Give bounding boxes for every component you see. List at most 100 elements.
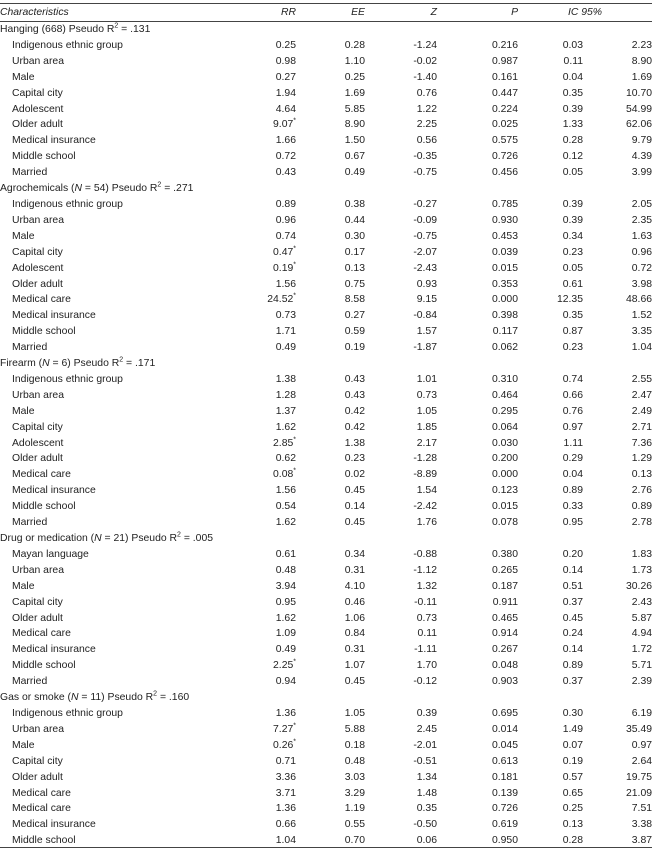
row-label: Medical insurance <box>12 485 96 497</box>
row-label: Middle school <box>12 660 76 672</box>
row-label: Male <box>12 580 35 592</box>
table-row: Married 0.49 0.19 -1.87 0.062 0.23 1.04 <box>0 340 652 356</box>
p-cell: 0.619 <box>491 819 518 831</box>
row-label: Older adult <box>12 119 63 131</box>
rr-value: 0.47 <box>273 246 294 258</box>
rr-cell: 1.62 <box>233 515 296 531</box>
p-cell: 0.398 <box>491 310 518 322</box>
table-row: Medical insurance 0.66 0.55 -0.50 0.619 0.13 3… <box>0 817 652 833</box>
z-cell: 1.76 <box>416 517 437 529</box>
ic-lower-cell: 0.33 <box>562 501 583 513</box>
rr-value: 1.38 <box>275 373 296 385</box>
p-cell: 0.950 <box>491 835 518 847</box>
table-row: Middle school 1.71 0.59 1.57 0.117 0.87 3.35 <box>0 324 652 340</box>
row-label: Medical care <box>12 294 71 306</box>
rr-value: 0.89 <box>275 198 296 210</box>
ic-lower-cell: 0.89 <box>562 660 583 672</box>
rr-cell: 24.52* <box>233 292 296 308</box>
group-title-superscript: 2 <box>153 690 158 698</box>
table-row: Capital city 0.95 0.46 -0.11 0.911 0.37 2.43 <box>0 595 652 611</box>
table-row: Older adult 1.56 0.75 0.93 0.353 0.61 3.98 <box>0 277 652 293</box>
ee-cell: 0.31 <box>344 564 365 576</box>
significance-marker: * <box>293 245 296 253</box>
row-label: Older adult <box>12 278 63 290</box>
table-row: Indigenous ethnic group 0.25 0.28 -1.24 0.21… <box>0 38 652 54</box>
ee-cell: 3.29 <box>344 787 365 799</box>
z-cell: 0.39 <box>416 707 437 719</box>
rr-value: 0.49 <box>275 644 296 656</box>
p-cell: 0.447 <box>491 87 518 99</box>
ee-cell: 3.03 <box>344 771 365 783</box>
rr-value: 1.56 <box>275 278 296 290</box>
rr-cell: 0.19* <box>233 261 296 277</box>
rr-value: 1.94 <box>275 87 296 99</box>
row-label: Medical care <box>12 628 71 640</box>
ee-cell: 1.06 <box>344 612 365 624</box>
ic-lower-cell: 0.57 <box>562 771 583 783</box>
ee-cell: 0.30 <box>344 230 365 242</box>
z-cell: 1.70 <box>416 660 437 672</box>
table-row: Indigenous ethnic group 1.38 0.43 1.01 0.310… <box>0 372 652 388</box>
p-cell: 0.465 <box>491 612 518 624</box>
rr-cell: 0.72 <box>233 149 296 165</box>
z-cell: 9.15 <box>416 294 437 306</box>
rr-cell: 1.62 <box>233 420 296 436</box>
z-cell: 0.35 <box>416 803 437 815</box>
z-cell: -1.87 <box>413 342 437 354</box>
ic-upper-cell: 8.90 <box>631 55 652 67</box>
table-row: Medical insurance 1.66 1.50 0.56 0.575 0.28 9.… <box>0 133 652 149</box>
z-cell: 0.06 <box>416 835 437 847</box>
p-cell: 0.265 <box>491 564 518 576</box>
header-ee: EE <box>296 5 365 22</box>
table-row: Medical care 1.36 1.19 0.35 0.726 0.25 7.51 <box>0 801 652 817</box>
rr-cell: 0.66 <box>233 817 296 833</box>
row-label: Male <box>12 405 35 417</box>
ic-upper-cell: 2.05 <box>631 198 652 210</box>
row-label: Capital city <box>12 596 63 608</box>
ic-upper-cell: 2.39 <box>631 676 652 688</box>
z-cell: 1.05 <box>416 405 437 417</box>
z-cell: -0.51 <box>413 755 437 767</box>
group-title-text: = .005 <box>180 533 214 544</box>
rr-value: 0.19 <box>273 262 294 274</box>
row-label: Medical care <box>12 469 71 481</box>
ic-lower-cell: 0.74 <box>562 373 583 385</box>
ee-cell: 1.50 <box>344 135 365 147</box>
rr-cell: 0.25 <box>233 38 296 54</box>
rr-value: 1.36 <box>275 803 296 815</box>
row-label: Medical care <box>12 787 71 799</box>
ic-lower-cell: 0.45 <box>562 612 583 624</box>
ic-upper-cell: 2.55 <box>631 373 652 385</box>
significance-marker: * <box>293 658 296 666</box>
ic-upper-cell: 3.87 <box>631 835 652 847</box>
rr-value: 0.72 <box>275 151 296 163</box>
ic-lower-cell: 0.35 <box>562 310 583 322</box>
ic-lower-cell: 0.23 <box>562 342 583 354</box>
table-row: Male 3.94 4.10 1.32 0.187 0.51 30.26 <box>0 579 652 595</box>
table-row: Capital city 0.47* 0.17 -2.07 0.039 0.23 0.96 <box>0 245 652 261</box>
row-label: Middle school <box>12 835 76 847</box>
ic-lower-cell: 0.37 <box>562 596 583 608</box>
group-title: Gas or smoke (N = 11) Pseudo R2 = .160 <box>0 690 652 706</box>
z-cell: 0.76 <box>416 87 437 99</box>
ee-cell: 0.59 <box>344 326 365 338</box>
p-cell: 0.726 <box>491 803 518 815</box>
z-cell: -0.50 <box>413 819 437 831</box>
z-cell: 0.56 <box>416 135 437 147</box>
z-cell: 1.54 <box>416 485 437 497</box>
ic-upper-cell: 2.76 <box>631 485 652 497</box>
rr-value: 1.28 <box>275 389 296 401</box>
bottom-rule <box>0 847 652 848</box>
ic-lower-cell: 0.39 <box>562 198 583 210</box>
ic-upper-cell: 21.09 <box>626 787 652 799</box>
ic-upper-cell: 7.51 <box>631 803 652 815</box>
ic-upper-cell: 1.29 <box>631 453 652 465</box>
group-title: Drug or medication (N = 21) Pseudo R2 = … <box>0 531 652 547</box>
z-cell: 0.11 <box>417 628 437 640</box>
ee-cell: 1.07 <box>344 660 365 672</box>
ic-lower-cell: 0.65 <box>562 787 583 799</box>
group-title-n: N <box>74 183 83 195</box>
ee-cell: 0.75 <box>344 278 365 290</box>
ic-upper-cell: 3.99 <box>631 167 652 179</box>
